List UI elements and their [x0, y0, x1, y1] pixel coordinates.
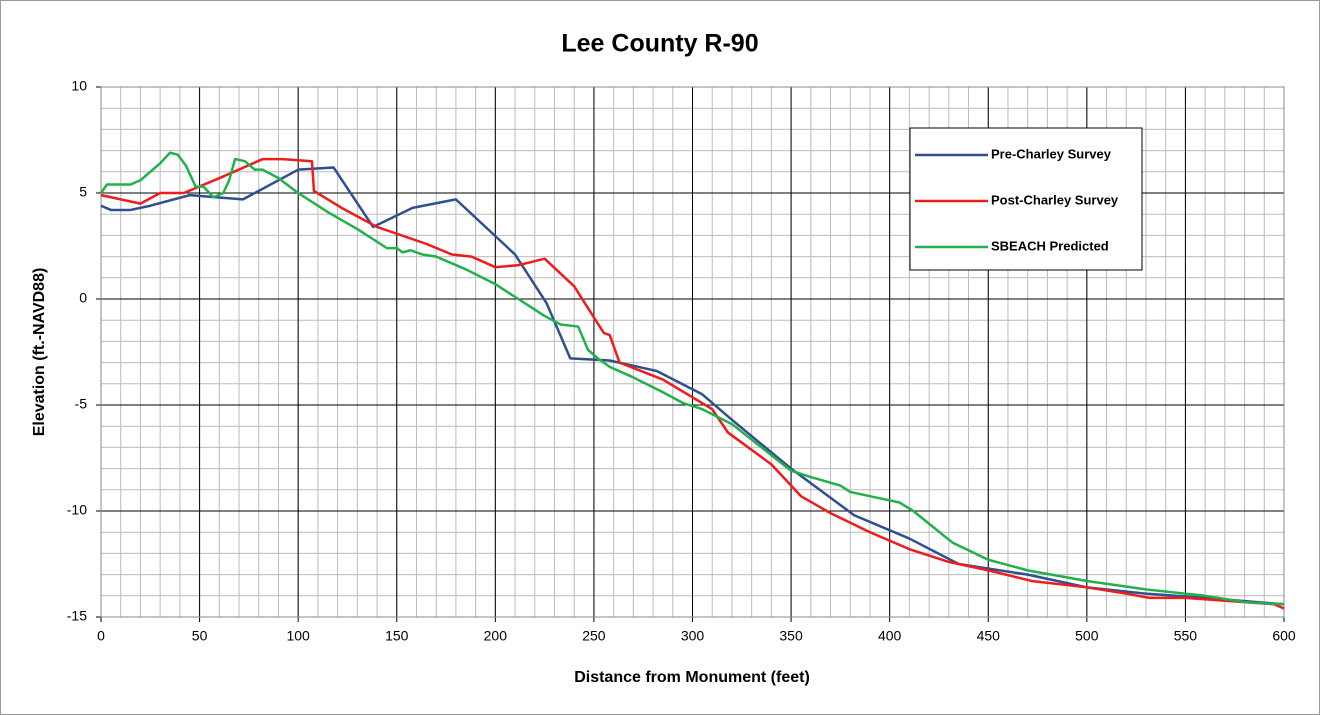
- y-tick-label: 5: [79, 184, 87, 200]
- x-tick-label: 450: [977, 628, 1001, 644]
- x-tick-label: 250: [582, 628, 606, 644]
- x-tick-label: 150: [385, 628, 409, 644]
- x-tick-label: 100: [286, 628, 310, 644]
- legend-label: SBEACH Predicted: [991, 238, 1109, 253]
- x-tick-label: 200: [484, 628, 508, 644]
- x-axis-label: Distance from Monument (feet): [574, 669, 810, 686]
- x-tick-label: 500: [1075, 628, 1099, 644]
- x-tick-label: 400: [878, 628, 902, 644]
- x-tick-label: 550: [1174, 628, 1198, 644]
- y-tick-label: -10: [67, 502, 87, 518]
- y-tick-label: 10: [71, 78, 87, 94]
- x-tick-label: 50: [192, 628, 208, 644]
- y-axis-label: Elevation (ft.-NAVD88): [31, 268, 48, 437]
- plot-border: [100, 86, 1285, 618]
- plot: [99, 151, 1285, 610]
- legend-label: Post-Charley Survey: [991, 192, 1119, 207]
- x-tick-label: 600: [1272, 628, 1296, 644]
- legend: Pre-Charley Survey Post-Charley Survey SBE…: [909, 127, 1143, 271]
- series-line: [99, 151, 1285, 606]
- x-tick-label: 300: [681, 628, 705, 644]
- legend-label: Pre-Charley Survey: [991, 146, 1112, 161]
- x-tick-label: 0: [97, 628, 105, 644]
- series-line: [100, 157, 1285, 610]
- y-tick-label: -15: [67, 608, 87, 624]
- series-line: [100, 166, 1285, 606]
- x-tick-label: 350: [779, 628, 803, 644]
- y-tick-label: 0: [79, 290, 87, 306]
- y-tick-label: -5: [75, 396, 88, 412]
- chart-title: Lee County R-90: [561, 30, 758, 58]
